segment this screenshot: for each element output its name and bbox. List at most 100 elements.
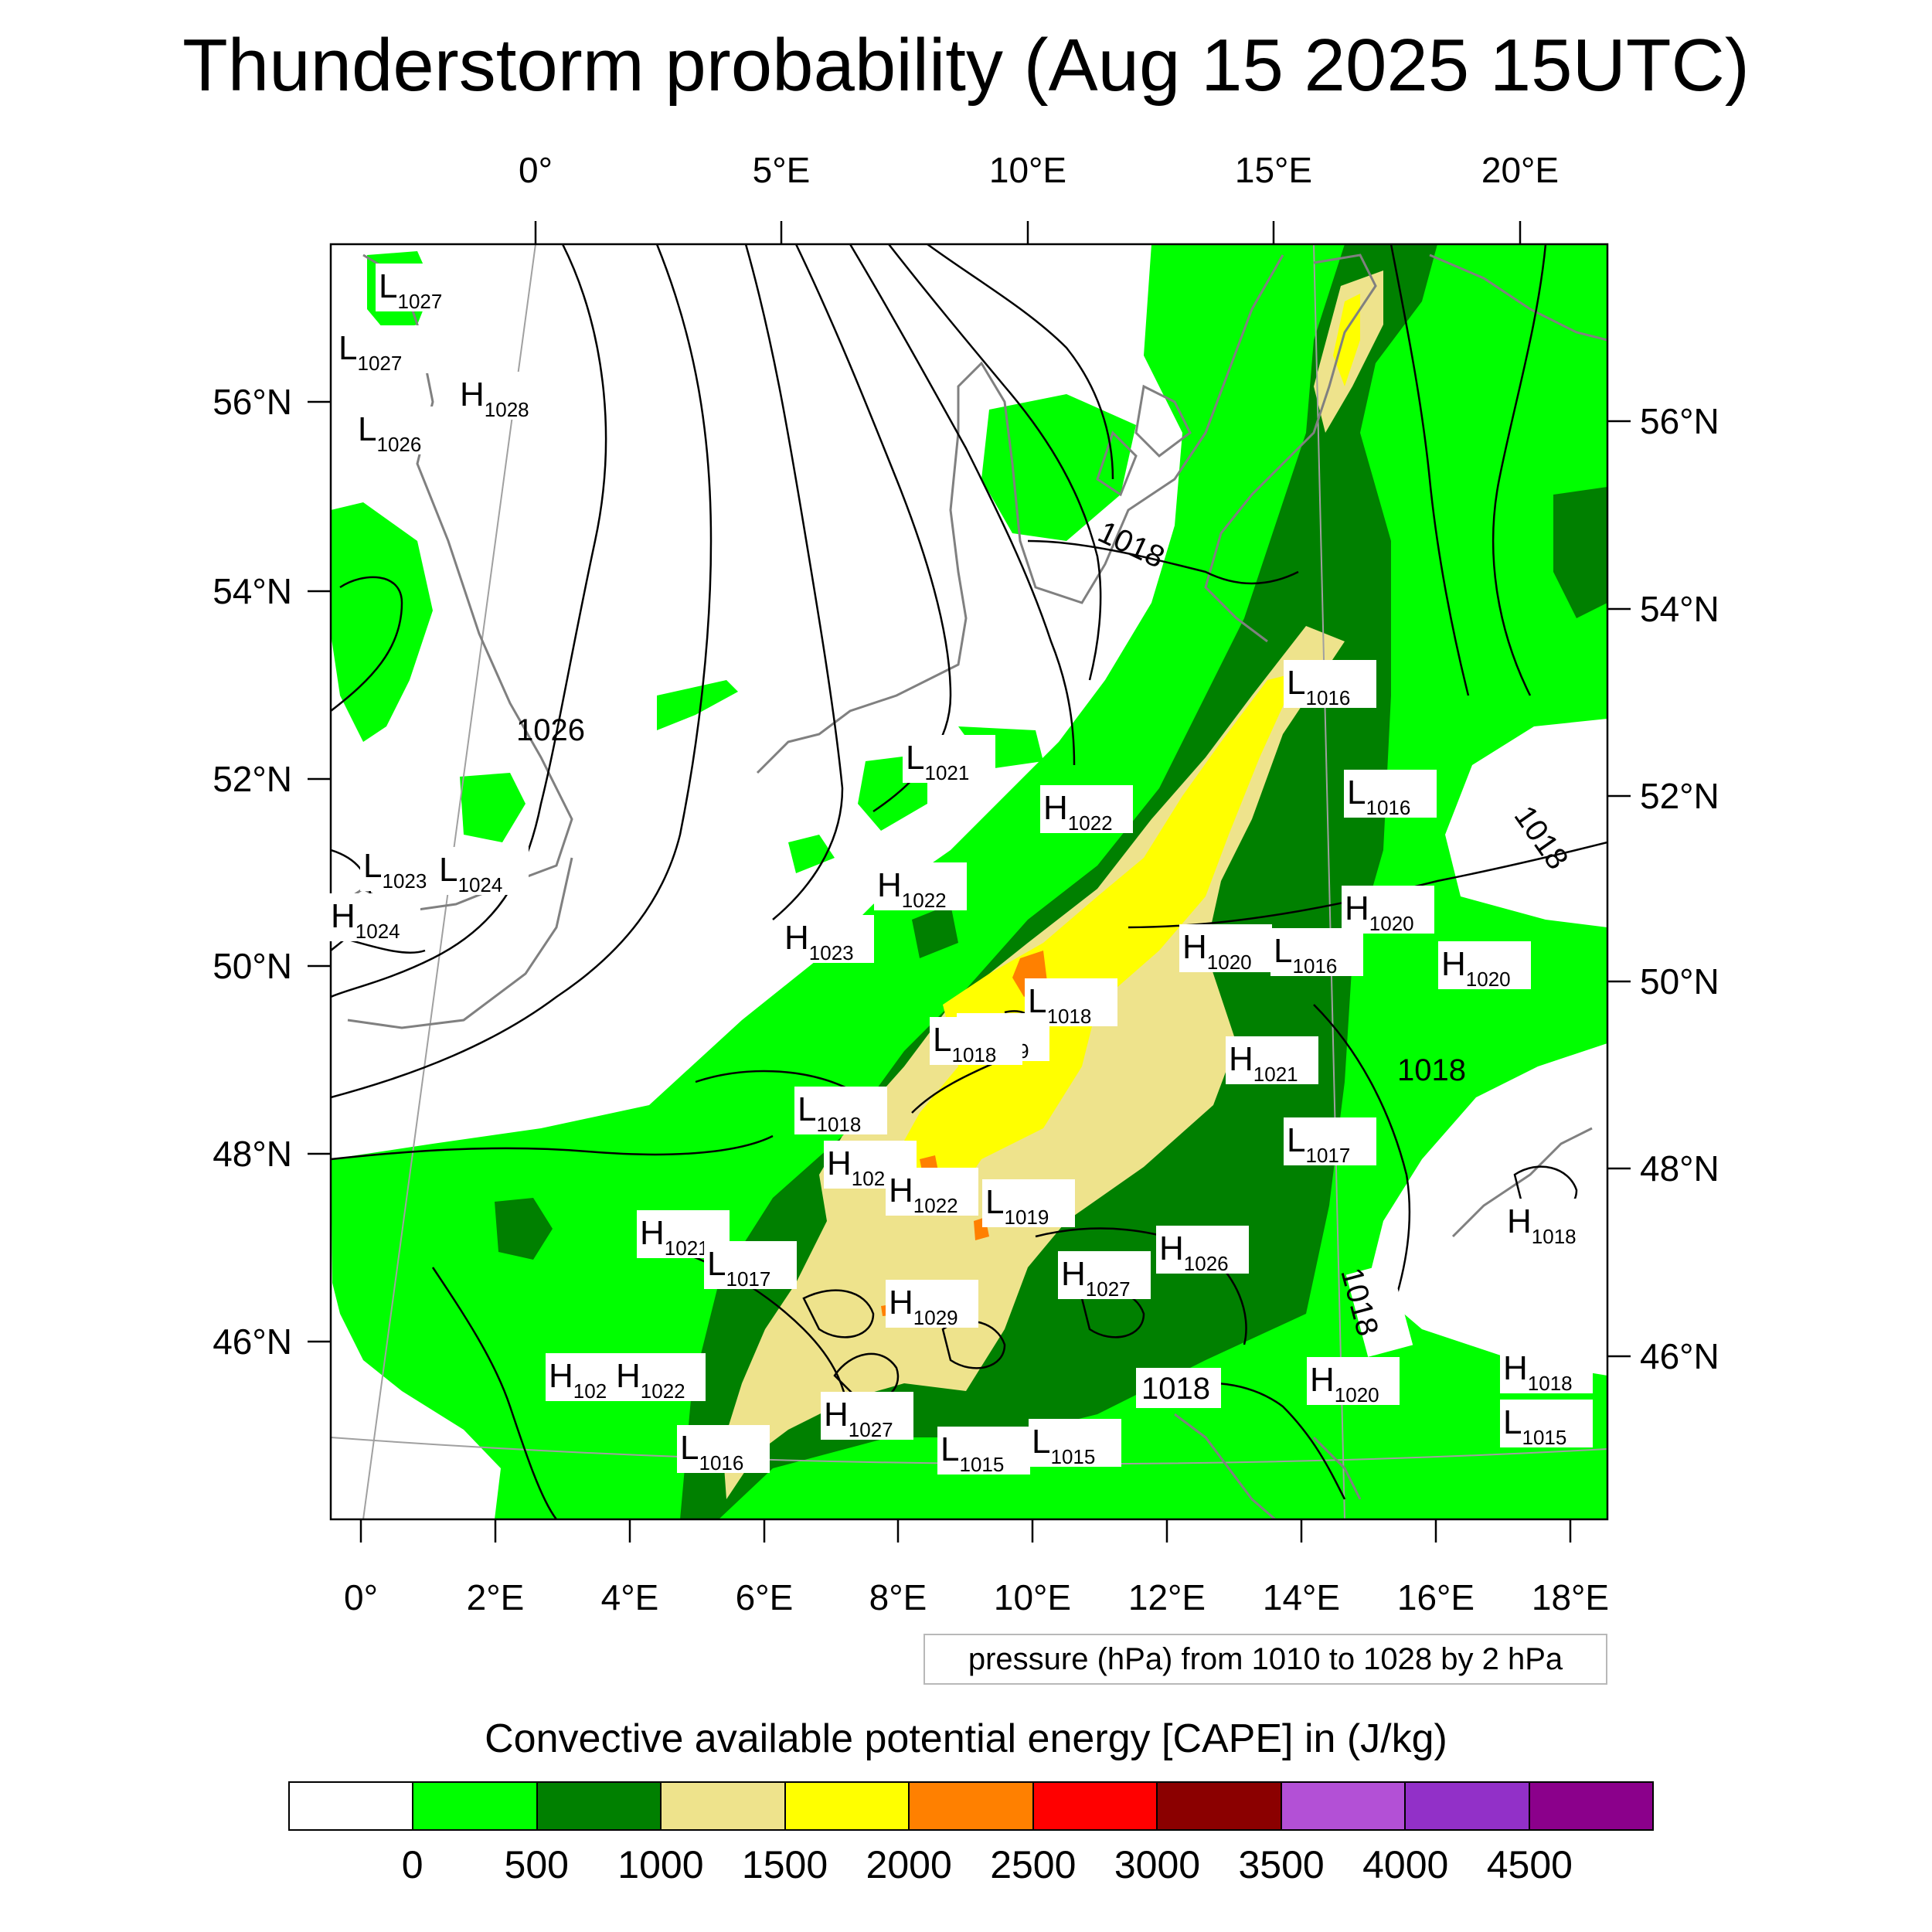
pressure-center: H1018 xyxy=(1500,1345,1593,1395)
lon-label-bottom: 0° xyxy=(344,1577,378,1617)
pressure-center-type: H xyxy=(784,919,809,957)
pressure-center: H1028 xyxy=(457,372,549,421)
pressure-center: H1020 xyxy=(1179,924,1272,974)
svg-text:H1018: H1018 xyxy=(1503,1349,1573,1395)
pressure-center-value: 1027 xyxy=(397,290,442,313)
pressure-center: H1018 xyxy=(1504,1199,1597,1248)
pressure-center-value: 1022 xyxy=(641,1379,685,1403)
pressure-center-value: 1018 xyxy=(1532,1225,1577,1248)
lat-label-left: 46°N xyxy=(213,1321,292,1362)
pressure-center-type: H xyxy=(824,1396,849,1434)
pressure-center-type: H xyxy=(827,1145,852,1182)
pressure-center-value: 1022 xyxy=(1068,811,1113,835)
svg-text:H1022: H1022 xyxy=(616,1357,685,1403)
lon-label-top: 15°E xyxy=(1235,150,1312,190)
pressure-center-value: 1021 xyxy=(924,761,969,784)
lon-label-bottom: 16°E xyxy=(1397,1577,1475,1617)
lat-label-left: 56°N xyxy=(213,382,292,422)
isobar-label: 1018 xyxy=(1397,1053,1466,1087)
colorbar-tick-label: 0 xyxy=(401,1843,423,1886)
lat-label-right: 54°N xyxy=(1640,589,1719,629)
lat-label-left: 48°N xyxy=(213,1134,292,1174)
pressure-center-value: 1029 xyxy=(913,1306,958,1329)
lat-label-left: 54°N xyxy=(213,571,292,611)
pressure-center-type: H xyxy=(877,866,902,904)
pressure-center: L1027 xyxy=(335,325,428,375)
svg-text:H1024: H1024 xyxy=(331,897,400,943)
pressure-center-value: 1016 xyxy=(1292,954,1337,978)
pressure-center-type: L xyxy=(707,1245,726,1283)
pressure-center: H1023 xyxy=(781,915,874,964)
pressure-center-value: 1027 xyxy=(1086,1277,1131,1301)
colorbar-swatch xyxy=(413,1783,538,1829)
pressure-center: L1018 xyxy=(930,1017,1022,1066)
svg-text:L1023: L1023 xyxy=(363,847,427,893)
colorbar-swatch xyxy=(290,1783,414,1829)
colorbar xyxy=(288,1781,1654,1831)
pressure-center: H1021 xyxy=(1226,1036,1318,1086)
lon-label-bottom: 8°E xyxy=(869,1577,927,1617)
pressure-center-value: 1016 xyxy=(1366,796,1410,819)
colorbar-swatch xyxy=(1281,1783,1406,1829)
svg-text:H1027: H1027 xyxy=(1061,1255,1131,1301)
pressure-center: H1022 xyxy=(874,862,967,912)
pressure-center: H1022 xyxy=(613,1353,706,1403)
pressure-center-value: 1027 xyxy=(849,1418,893,1441)
lon-label-bottom: 2°E xyxy=(467,1577,525,1617)
colorbar-tick-label: 2500 xyxy=(990,1843,1077,1886)
pressure-center-type: L xyxy=(363,847,382,885)
svg-text:L1015: L1015 xyxy=(1503,1403,1566,1449)
pressure-center-value: 102 xyxy=(573,1379,607,1403)
colorbar-swatch xyxy=(1406,1783,1530,1829)
colorbar-swatch xyxy=(537,1783,662,1829)
colorbar-swatch xyxy=(1033,1783,1158,1829)
pressure-center: L1026 xyxy=(355,406,447,456)
svg-text:H1022: H1022 xyxy=(877,866,947,912)
cape-area-very-high xyxy=(881,672,1298,1213)
pressure-center-type: H xyxy=(331,897,355,935)
pressure-center-value: 1017 xyxy=(1305,1144,1350,1167)
pressure-center-type: L xyxy=(933,1021,951,1059)
right-latitude-labels: 56°N 54°N 52°N 50°N 48°N 46°N xyxy=(1640,401,1719,1376)
lat-label-right: 46°N xyxy=(1640,1336,1719,1376)
pressure-center-type: H xyxy=(1061,1255,1086,1293)
top-longitude-labels: 0° 5°E 10°E 15°E 20°E xyxy=(519,150,1559,190)
pressure-center-value: 1020 xyxy=(1466,968,1511,991)
svg-text:H1027: H1027 xyxy=(824,1396,893,1441)
pressure-center-type: L xyxy=(439,851,457,889)
pressure-center-value: 1026 xyxy=(376,433,421,456)
pressure-center: H1027 xyxy=(821,1392,913,1441)
svg-text:L1018: L1018 xyxy=(798,1090,861,1136)
isobar-label: 1018 xyxy=(1141,1372,1210,1406)
pressure-center: L1016 xyxy=(677,1425,770,1475)
lat-label-right: 48°N xyxy=(1640,1148,1719,1189)
colorbar-title: Convective available potential energy [C… xyxy=(485,1716,1447,1761)
pressure-center: L1016 xyxy=(1344,770,1437,819)
pressure-center-type: L xyxy=(798,1090,816,1128)
pressure-center: H102 xyxy=(546,1353,622,1403)
svg-text:L1017: L1017 xyxy=(707,1245,770,1291)
colorbar-tick-label: 3000 xyxy=(1114,1843,1201,1886)
pressure-center-type: H xyxy=(1345,889,1369,927)
cape-area-very-high xyxy=(1333,294,1360,386)
pressure-center: H1026 xyxy=(1156,1226,1249,1275)
pressure-center-type: L xyxy=(1274,932,1292,970)
pressure-center: L1015 xyxy=(937,1427,1030,1476)
svg-text:L1021: L1021 xyxy=(906,739,969,784)
cape-area-low xyxy=(460,773,526,842)
lat-label-right: 50°N xyxy=(1640,961,1719,1002)
cape-area-low xyxy=(331,502,433,742)
pressure-center-value: 1018 xyxy=(816,1113,861,1136)
pressure-center-value: 1023 xyxy=(382,869,427,893)
pressure-center-type: L xyxy=(1287,664,1305,702)
svg-text:H1021: H1021 xyxy=(640,1214,709,1260)
contour-note: pressure (hPa) from 1010 to 1028 by 2 hP… xyxy=(923,1634,1607,1685)
lat-label-left: 50°N xyxy=(213,946,292,986)
svg-text:L1018: L1018 xyxy=(933,1021,996,1066)
svg-text:L1016: L1016 xyxy=(1287,664,1350,709)
isobars xyxy=(331,244,1607,1519)
pressure-center-value: 1018 xyxy=(951,1043,996,1066)
pressure-center-value: 1017 xyxy=(726,1267,770,1291)
